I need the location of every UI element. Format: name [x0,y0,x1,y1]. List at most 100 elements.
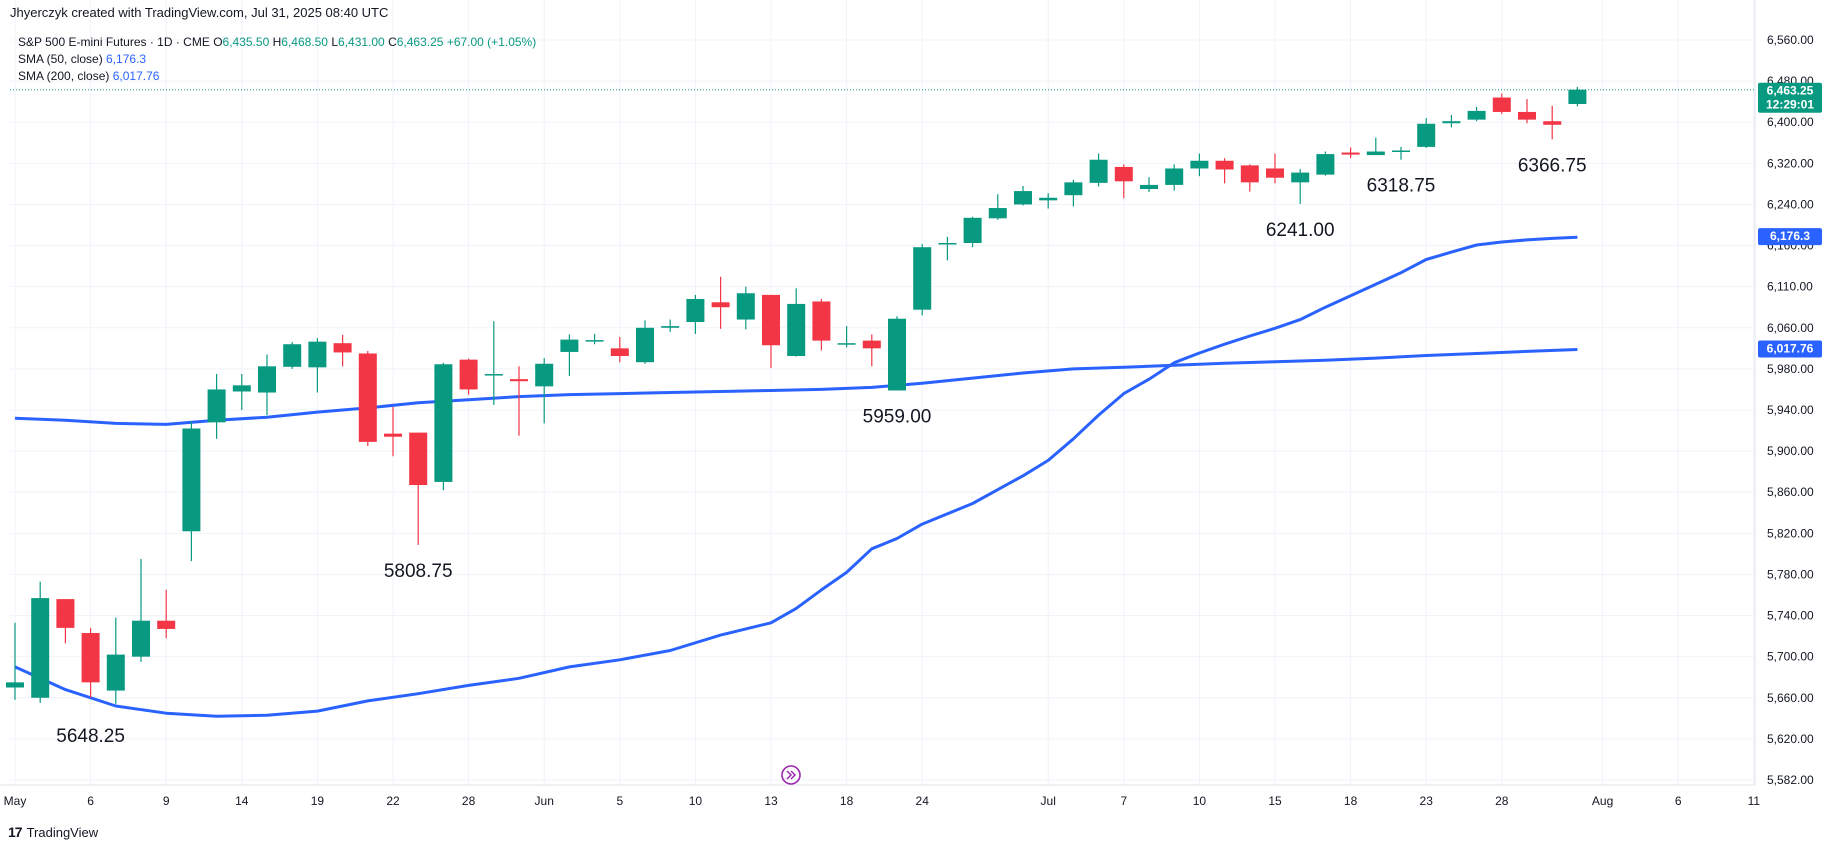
y-tick-label: 6,110.00 [1767,280,1813,294]
candle [1039,193,1058,209]
x-tick-label: 28 [1495,794,1509,808]
candle [686,294,705,334]
candle-body [232,385,251,392]
candle-body [1266,168,1284,178]
candle [283,342,302,369]
candle [106,617,125,704]
low-value: 6,431.00 [338,35,385,49]
y-tick-label: 6,240.00 [1767,197,1814,211]
x-tick-label: 13 [764,794,778,808]
candle-body [1543,121,1562,125]
candle [736,286,755,330]
candle [459,358,478,395]
candle [1417,118,1436,148]
candle [888,316,906,391]
candle-body [56,599,75,628]
candle [207,374,226,439]
y-tick-label: 5,980.00 [1767,362,1814,376]
x-tick-label: 6 [87,794,94,808]
price-annotation: 5959.00 [863,406,932,427]
candle-body [459,359,478,390]
sma200-row[interactable]: SMA (200, close) 6,017.76 [18,68,536,85]
candle [1467,106,1486,122]
change-value: +67.00 (+1.05%) [446,35,537,49]
last-price-badge-text: 6,463.25 [1767,84,1814,98]
candle-body [283,344,302,367]
candle-body [585,340,604,342]
candle-body [1089,159,1108,183]
candle-body [1165,168,1184,185]
candle [182,421,201,562]
candle-body [963,217,982,243]
candle-body [636,327,654,363]
candle-body [409,432,428,486]
candle-body [1467,110,1486,120]
y-tick-label: 5,820.00 [1767,526,1814,540]
candle [409,432,428,545]
sma200-badge-text: 6,017.76 [1767,341,1814,355]
high-value: 6,468.50 [281,35,328,49]
candle [812,299,831,351]
x-tick-label: 28 [462,794,476,808]
price-annotation: 6241.00 [1266,220,1335,241]
candle [1341,147,1360,159]
sma200-label: SMA (200, close) [18,69,110,83]
candle-body [1392,150,1410,152]
price-annotation: 6366.75 [1518,155,1587,176]
candle [484,321,503,405]
candle-body [787,303,806,357]
candle [258,354,276,416]
x-tick-label: 18 [1344,794,1358,808]
last-price-badge-box [1758,82,1822,113]
sma50-row[interactable]: SMA (50, close) 6,176.3 [18,51,536,68]
sma50-line [14,235,1578,718]
y-tick-label: 6,400.00 [1767,115,1814,129]
price-axis[interactable]: 5,582.00 5,620.00 5,660.00 5,700.00 5,740.00… [1767,33,1814,787]
candle [132,559,150,662]
candle-body [762,294,780,346]
candle [1568,87,1587,107]
sma50-value: 6,176.3 [106,52,147,66]
y-tick-label: 5,660.00 [1767,691,1814,705]
candle-body [913,247,932,310]
candle-body [1064,182,1083,196]
scroll-to-realtime-icon[interactable] [781,765,801,785]
candle-body [384,433,402,437]
price-annotations: 5648.25 5808.75 5959.00 6241.00 6318.75 6366.… [56,155,1586,747]
candle-body [1518,111,1536,120]
x-tick-label: 23 [1420,794,1434,808]
time-axis[interactable]: May 6 9 14 19 22 28 Jun 5 10 13 18 24 Jul 7 10 15 18 23 28 A… [4,794,1761,808]
candle [358,350,377,446]
candle [661,319,680,332]
candle [913,244,932,316]
tradingview-brand[interactable]: 17 TradingView [8,824,98,840]
candle-body [81,633,100,683]
candle-body [157,620,176,629]
candle [963,216,982,248]
brand-name: TradingView [26,824,99,840]
y-tick-label: 5,700.00 [1767,650,1814,664]
price-annotation: 6318.75 [1367,176,1436,197]
x-tick-label: 9 [163,794,170,808]
candle [1266,153,1284,184]
candle-body [938,242,957,245]
open-value: 6,435.50 [222,35,270,49]
candle [585,333,604,345]
x-tick-label: Jul [1041,794,1056,808]
candle [1392,146,1410,160]
symbol-label[interactable]: S&P 500 E-mini Futures · 1D · CME [18,35,210,49]
candle [1366,137,1385,156]
candle [636,320,654,364]
sma200-badge-box [1758,340,1822,358]
candle-body [6,682,24,688]
candle [31,581,50,703]
y-tick-label: 6,320.00 [1767,156,1814,170]
candles [6,87,1755,704]
sma-lines [14,235,1578,718]
candle-body [560,339,579,352]
x-tick-label: 22 [386,794,400,808]
y-tick-label: 6,060.00 [1767,321,1814,335]
x-tick-label: May [4,794,27,808]
y-tick-label: 6,560.00 [1767,33,1814,47]
